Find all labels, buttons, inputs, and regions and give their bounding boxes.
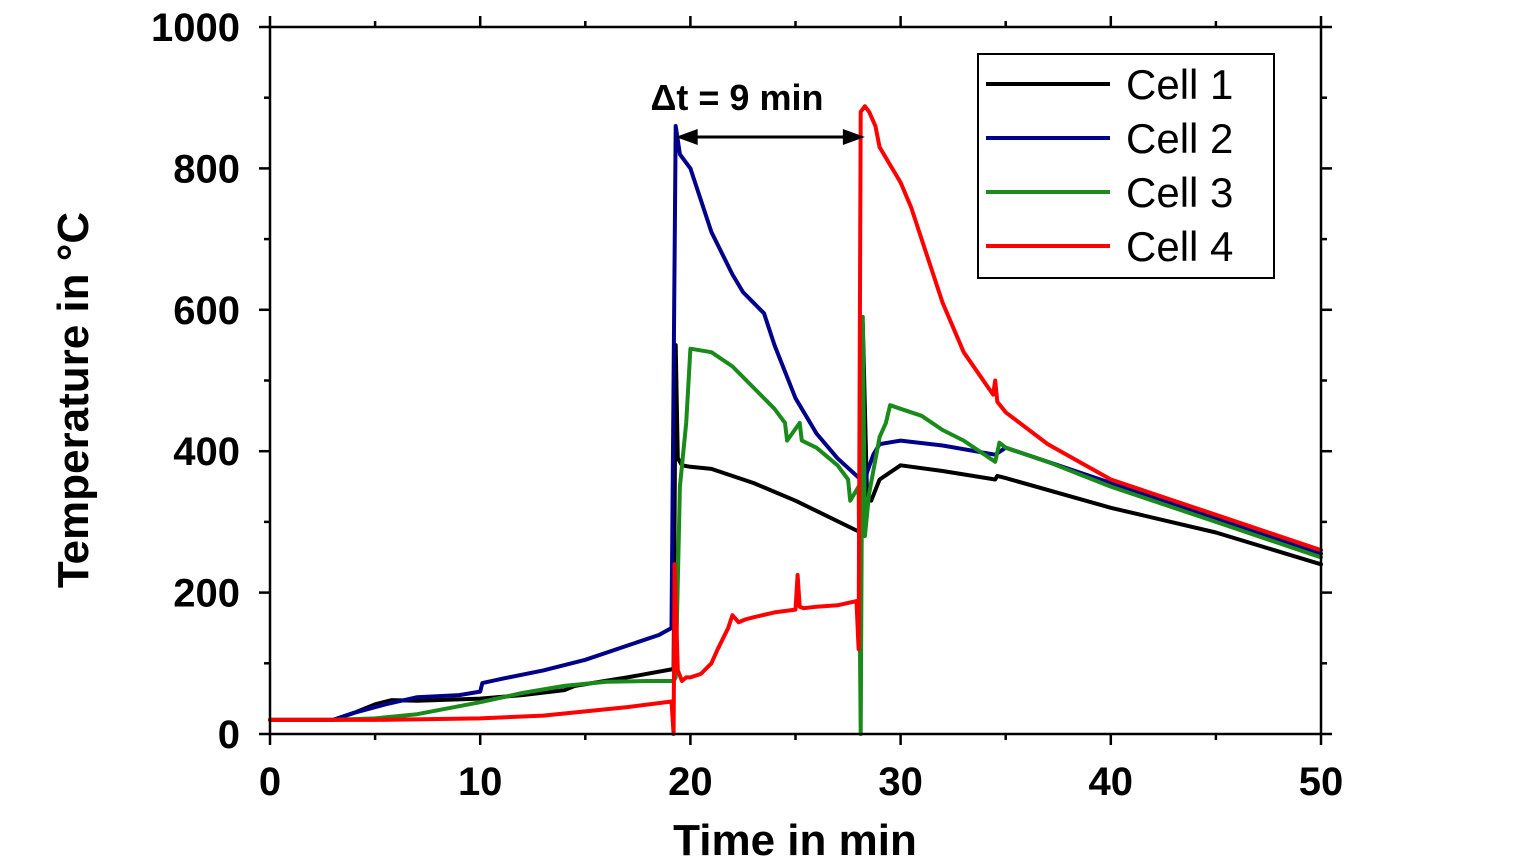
x-tick-label: 20 bbox=[668, 760, 713, 804]
legend-label-cell-2: Cell 2 bbox=[1126, 115, 1233, 162]
legend-label-cell-4: Cell 4 bbox=[1126, 223, 1233, 270]
legend: Cell 1 Cell 2 Cell 3 Cell 4 bbox=[977, 53, 1275, 279]
y-tick-label: 1000 bbox=[151, 6, 240, 50]
plot-area bbox=[268, 104, 1323, 736]
x-tick-label: 10 bbox=[458, 760, 503, 804]
delta-t-arrow-head-left bbox=[675, 129, 698, 146]
delta-t-arrow-head-right bbox=[842, 129, 865, 146]
delta-t-annotation: Δt = 9 min bbox=[651, 77, 865, 146]
series-line-cell-1 bbox=[268, 321, 1323, 722]
y-axis-title: Temperature in °C bbox=[49, 212, 98, 588]
axis-ticks: 0 10 20 30 40 50 0 200 400 600 800 1000 bbox=[151, 6, 1343, 804]
x-tick-label: 50 bbox=[1299, 760, 1344, 804]
y-tick-label: 800 bbox=[173, 147, 240, 191]
delta-t-label: Δt = 9 min bbox=[651, 77, 824, 118]
series-line-cell-4 bbox=[268, 104, 1323, 736]
y-tick-label: 0 bbox=[218, 713, 240, 757]
x-tick-label: 40 bbox=[1089, 760, 1134, 804]
y-tick-label: 400 bbox=[173, 430, 240, 474]
legend-box bbox=[977, 53, 1275, 279]
legend-label-cell-1: Cell 1 bbox=[1126, 61, 1233, 108]
x-axis-title: Time in min bbox=[673, 816, 917, 864]
x-tick-label: 0 bbox=[259, 760, 281, 804]
y-tick-label: 600 bbox=[173, 289, 240, 333]
legend-label-cell-3: Cell 3 bbox=[1126, 169, 1233, 216]
y-tick-label: 200 bbox=[173, 572, 240, 616]
series-line-cell-3 bbox=[268, 314, 1323, 736]
x-tick-label: 30 bbox=[878, 760, 923, 804]
series-line-cell-2 bbox=[268, 124, 1323, 722]
